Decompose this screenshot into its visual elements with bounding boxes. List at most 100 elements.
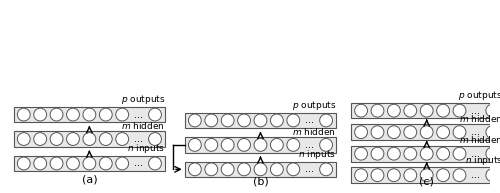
Text: ...: ... [134,134,143,144]
Circle shape [18,133,30,146]
Text: ...: ... [305,140,314,150]
Circle shape [436,104,450,117]
Circle shape [486,126,498,139]
Bar [184,113,336,128]
Circle shape [238,139,250,151]
Circle shape [404,147,416,160]
Circle shape [371,147,384,160]
Circle shape [453,104,466,117]
Circle shape [50,133,63,146]
Text: ...: ... [472,106,480,116]
Bar [351,124,500,140]
Circle shape [354,126,368,139]
Circle shape [388,169,400,182]
Circle shape [18,157,30,170]
Circle shape [66,157,80,170]
Circle shape [100,157,112,170]
Circle shape [404,169,416,182]
Circle shape [222,163,234,176]
Circle shape [50,157,63,170]
Circle shape [420,126,433,139]
Bar [351,103,500,119]
Circle shape [388,104,400,117]
Text: $\it{m}$ hidden: $\it{m}$ hidden [458,134,500,145]
Circle shape [354,169,368,182]
Text: $\it{n}$ inputs: $\it{n}$ inputs [298,148,336,161]
Circle shape [254,114,267,127]
Circle shape [287,139,300,151]
Circle shape [148,133,162,146]
Circle shape [388,147,400,160]
Circle shape [420,147,433,160]
Circle shape [238,114,250,127]
Circle shape [34,133,46,146]
Text: ...: ... [305,115,314,125]
Circle shape [222,114,234,127]
Circle shape [205,163,218,176]
Text: ...: ... [472,127,480,137]
Circle shape [83,108,96,121]
Circle shape [354,104,368,117]
Text: $\it{n}$ inputs: $\it{n}$ inputs [127,142,165,155]
Circle shape [83,157,96,170]
Circle shape [388,126,400,139]
Circle shape [205,114,218,127]
Circle shape [254,139,267,151]
Text: $\it{p}$ outputs: $\it{p}$ outputs [292,99,336,112]
Circle shape [148,108,162,121]
Bar [351,167,500,183]
Circle shape [238,163,250,176]
Circle shape [486,147,498,160]
Text: $\it{p}$ outputs: $\it{p}$ outputs [120,93,165,106]
Circle shape [270,163,283,176]
Circle shape [453,147,466,160]
Text: ...: ... [472,170,480,180]
Circle shape [436,147,450,160]
Circle shape [100,108,112,121]
Circle shape [116,157,128,170]
Circle shape [287,163,300,176]
Circle shape [486,104,498,117]
Text: (a): (a) [82,175,97,185]
Bar [14,131,165,147]
Text: $\it{p}$ outputs: $\it{p}$ outputs [458,89,500,102]
Text: ...: ... [472,149,480,159]
Circle shape [205,139,218,151]
Circle shape [320,163,332,176]
Circle shape [404,126,416,139]
Bar [14,107,165,122]
Circle shape [34,108,46,121]
Circle shape [320,139,332,151]
Circle shape [222,139,234,151]
Bar [351,146,500,162]
Circle shape [100,133,112,146]
Bar [14,156,165,171]
Text: ...: ... [134,110,143,120]
Circle shape [188,139,202,151]
Circle shape [436,126,450,139]
Circle shape [116,108,128,121]
Bar [184,162,336,177]
Text: ...: ... [134,158,143,168]
Circle shape [420,104,433,117]
Circle shape [66,133,80,146]
Circle shape [486,169,498,182]
Circle shape [436,169,450,182]
Text: $\it{m}$ hidden: $\it{m}$ hidden [122,120,165,131]
Circle shape [18,108,30,121]
Circle shape [50,108,63,121]
Circle shape [453,169,466,182]
Circle shape [354,147,368,160]
Text: $\it{m}$ hidden: $\it{m}$ hidden [458,113,500,124]
Circle shape [371,104,384,117]
Circle shape [287,114,300,127]
Circle shape [371,126,384,139]
Circle shape [453,126,466,139]
Text: (c): (c) [419,177,434,187]
Circle shape [83,133,96,146]
Circle shape [404,104,416,117]
Circle shape [270,114,283,127]
Text: $\it{n}$ inputs: $\it{n}$ inputs [464,154,500,167]
Circle shape [148,157,162,170]
Circle shape [188,114,202,127]
